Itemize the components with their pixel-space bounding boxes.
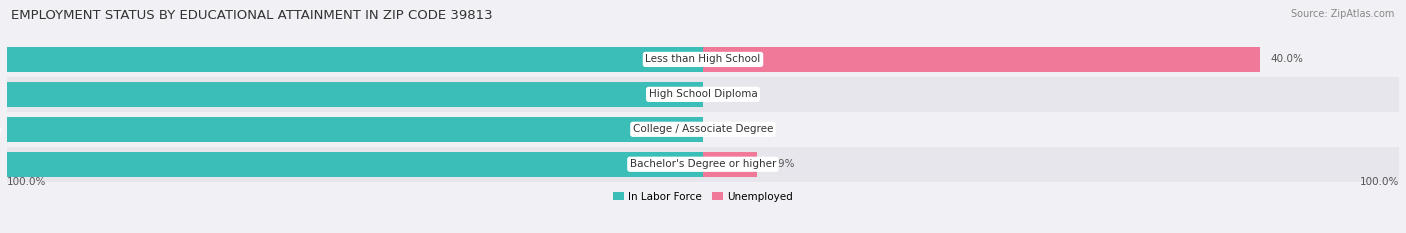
- Bar: [0, 82, 703, 107]
- Text: Source: ZipAtlas.com: Source: ZipAtlas.com: [1291, 9, 1395, 19]
- Text: 0.0%: 0.0%: [717, 89, 744, 99]
- Bar: [703, 152, 758, 177]
- Text: 100.0%: 100.0%: [7, 178, 46, 187]
- Text: 53.9%: 53.9%: [0, 124, 3, 134]
- Bar: [7, 112, 1399, 147]
- Text: EMPLOYMENT STATUS BY EDUCATIONAL ATTAINMENT IN ZIP CODE 39813: EMPLOYMENT STATUS BY EDUCATIONAL ATTAINM…: [11, 9, 494, 22]
- Text: Bachelor's Degree or higher: Bachelor's Degree or higher: [630, 159, 776, 169]
- Bar: [7, 77, 1399, 112]
- Bar: [7, 147, 1399, 182]
- Text: 40.0%: 40.0%: [1271, 55, 1303, 64]
- Text: 3.9%: 3.9%: [769, 159, 794, 169]
- Text: 100.0%: 100.0%: [1360, 178, 1399, 187]
- Bar: [7, 42, 1399, 77]
- Bar: [0, 47, 703, 72]
- Bar: [703, 47, 1260, 72]
- Legend: In Labor Force, Unemployed: In Labor Force, Unemployed: [613, 192, 793, 202]
- Text: College / Associate Degree: College / Associate Degree: [633, 124, 773, 134]
- Bar: [0, 117, 703, 142]
- Text: Less than High School: Less than High School: [645, 55, 761, 64]
- Text: High School Diploma: High School Diploma: [648, 89, 758, 99]
- Bar: [0, 152, 703, 177]
- Text: 0.0%: 0.0%: [717, 124, 744, 134]
